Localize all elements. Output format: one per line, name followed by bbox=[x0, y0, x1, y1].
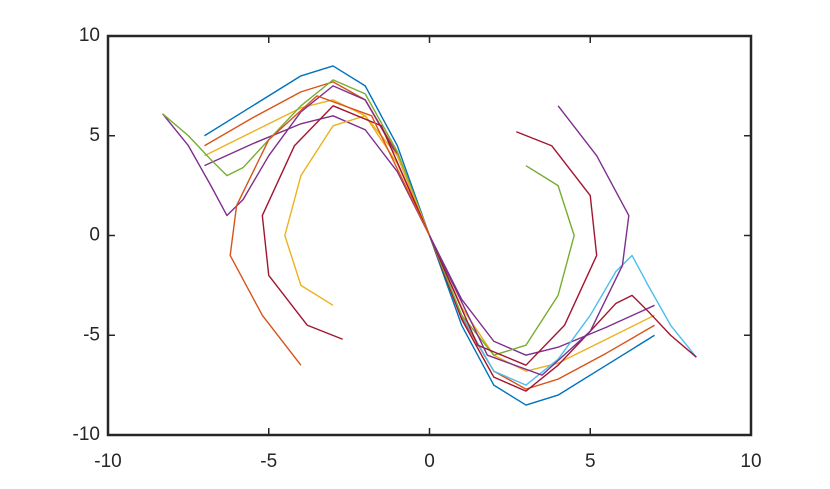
trajectory bbox=[428, 165, 575, 356]
trajectory bbox=[229, 95, 431, 366]
y-tick-label: 5 bbox=[89, 125, 100, 146]
x-tick-label: 10 bbox=[740, 451, 761, 472]
trajectory bbox=[162, 79, 431, 236]
trajectory bbox=[428, 235, 697, 392]
trajectory bbox=[428, 131, 598, 366]
trajectory bbox=[162, 85, 431, 236]
y-tick-label: -5 bbox=[83, 324, 100, 345]
x-tick-label: 0 bbox=[424, 451, 435, 472]
x-tick-label: -5 bbox=[260, 451, 277, 472]
trajectory bbox=[428, 235, 697, 386]
trajectory bbox=[428, 105, 630, 376]
y-tick-label: 0 bbox=[89, 225, 100, 246]
plot-area bbox=[162, 65, 697, 406]
x-tick-label: 5 bbox=[585, 451, 596, 472]
y-tick-label: 10 bbox=[79, 25, 100, 46]
y-tick-label: -10 bbox=[73, 424, 100, 445]
trajectory bbox=[261, 105, 431, 340]
trajectory bbox=[284, 115, 431, 306]
x-tick-label: -10 bbox=[94, 451, 121, 472]
